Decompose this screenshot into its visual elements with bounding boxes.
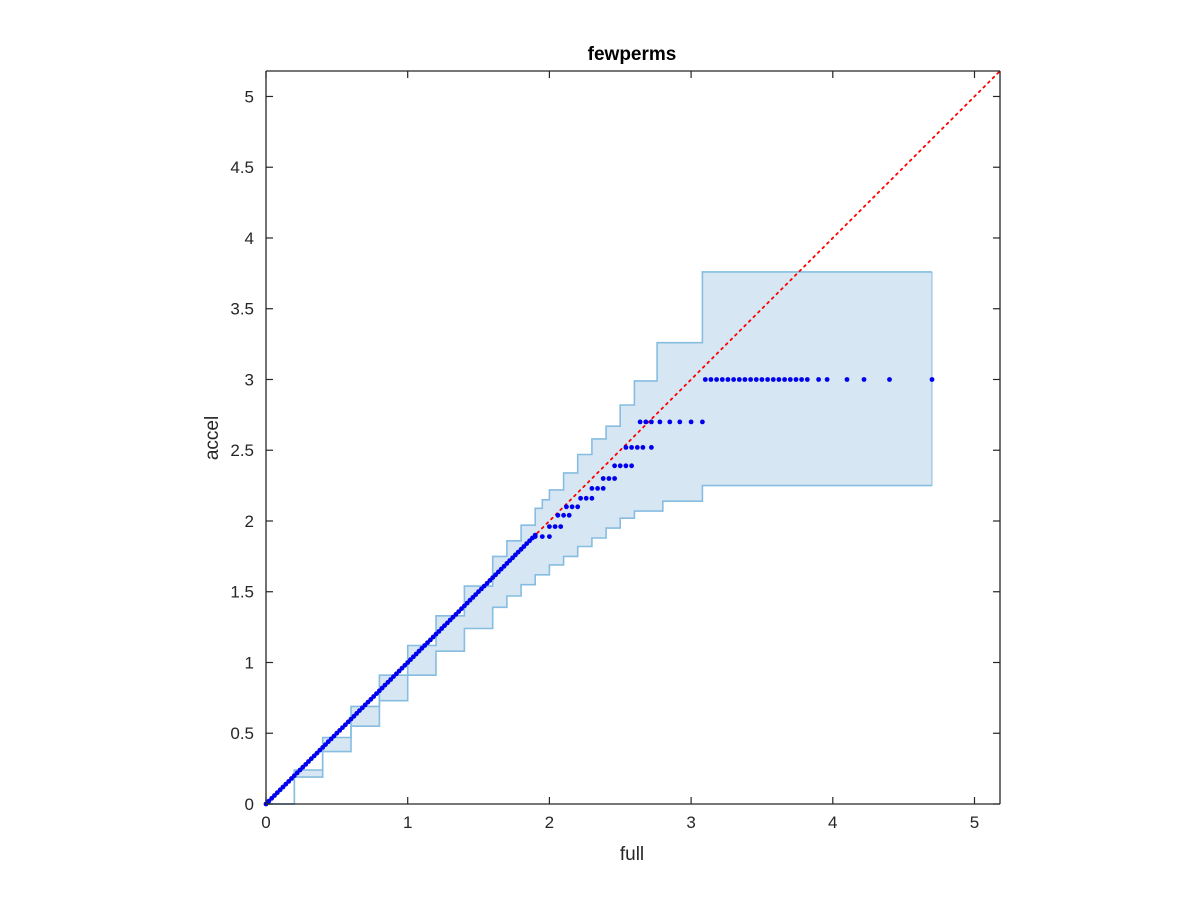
x-tick-label: 1 xyxy=(403,813,412,832)
chart-title: fewperms xyxy=(588,44,677,65)
data-point xyxy=(748,377,753,382)
y-tick-label: 1.5 xyxy=(230,583,254,602)
data-point xyxy=(612,476,617,481)
confidence-band xyxy=(266,271,933,805)
x-tick-label: 5 xyxy=(970,813,979,832)
y-tick-label: 4 xyxy=(245,229,254,248)
x-tick-label: 2 xyxy=(545,813,554,832)
data-point xyxy=(600,486,606,491)
data-point xyxy=(816,377,821,382)
y-axis-label: accel xyxy=(202,416,223,460)
data-point xyxy=(561,512,566,518)
data-point xyxy=(589,486,595,491)
data-point xyxy=(649,419,654,425)
y-tick-label: 0 xyxy=(245,795,254,814)
data-point xyxy=(770,377,776,382)
data-point xyxy=(929,377,935,382)
x-tick-label: 4 xyxy=(828,813,837,832)
data-point xyxy=(688,419,694,425)
data-point xyxy=(793,377,799,382)
data-point xyxy=(629,463,634,469)
data-point xyxy=(569,504,575,510)
data-point xyxy=(564,504,569,510)
data-point xyxy=(887,377,892,382)
data-point xyxy=(274,790,280,796)
data-point xyxy=(558,524,564,529)
data-point xyxy=(566,512,572,518)
data-point xyxy=(552,524,558,529)
axes xyxy=(265,70,1001,805)
band-lower-edge xyxy=(266,484,932,805)
data-point xyxy=(765,377,770,382)
y-tick-label: 2 xyxy=(245,512,254,531)
data-point xyxy=(612,463,617,469)
data-point xyxy=(708,377,714,382)
data-point xyxy=(787,377,793,382)
y-tick-labels: 0 0.5 1 1.5 2 2.5 3 3.5 4 4.5 5 xyxy=(230,87,254,814)
y-tick-label: 1 xyxy=(245,653,254,672)
data-point xyxy=(575,504,581,510)
data-point xyxy=(416,648,422,654)
data-point xyxy=(782,377,787,382)
data-point xyxy=(753,377,759,382)
data-point xyxy=(547,534,552,539)
y-tick-label: 4.5 xyxy=(230,158,254,177)
data-point xyxy=(600,476,606,481)
x-tick-labels: 0 1 2 3 4 5 xyxy=(261,813,979,832)
data-point xyxy=(637,419,643,425)
data-point xyxy=(539,534,545,539)
data-point xyxy=(742,377,748,382)
x-tick-label: 0 xyxy=(261,813,270,832)
data-point xyxy=(714,377,719,382)
data-point xyxy=(725,377,731,382)
data-points xyxy=(263,377,935,807)
y-tick-label: 5 xyxy=(245,87,254,106)
data-point xyxy=(266,798,272,804)
data-point xyxy=(408,657,413,663)
data-point xyxy=(606,476,612,481)
data-point xyxy=(700,419,705,425)
data-point xyxy=(799,377,804,382)
data-point xyxy=(702,377,708,382)
y-tick-label: 3.5 xyxy=(230,300,254,319)
data-point xyxy=(589,495,595,501)
data-point xyxy=(595,486,600,491)
tick-marks xyxy=(265,71,1000,805)
data-point xyxy=(578,495,583,501)
data-point xyxy=(677,419,683,425)
data-point xyxy=(657,419,663,425)
data-point xyxy=(667,419,673,425)
data-point xyxy=(844,377,850,382)
data-point xyxy=(640,445,646,450)
reference-diagonal xyxy=(265,70,1001,805)
data-point xyxy=(804,377,810,382)
reference-line xyxy=(265,70,1001,805)
data-point xyxy=(861,377,867,382)
x-tick-label: 3 xyxy=(686,813,695,832)
data-point xyxy=(617,463,623,469)
data-point xyxy=(736,377,742,382)
data-point xyxy=(547,524,552,529)
data-point xyxy=(399,665,405,671)
y-tick-label: 0.5 xyxy=(230,724,254,743)
data-point xyxy=(555,512,561,518)
y-tick-label: 2.5 xyxy=(230,441,254,460)
data-point xyxy=(532,534,538,539)
data-point xyxy=(623,445,629,450)
data-point xyxy=(643,419,649,425)
data-point xyxy=(759,377,765,382)
data-point xyxy=(629,445,634,450)
data-point xyxy=(776,377,782,382)
y-tick-label: 3 xyxy=(245,370,254,389)
data-point xyxy=(649,445,654,450)
data-point xyxy=(583,495,589,501)
data-point xyxy=(731,377,736,382)
x-axis-label: full xyxy=(620,844,644,865)
data-point xyxy=(719,377,725,382)
data-point xyxy=(623,463,629,469)
data-point xyxy=(634,445,640,450)
data-point xyxy=(824,377,830,382)
